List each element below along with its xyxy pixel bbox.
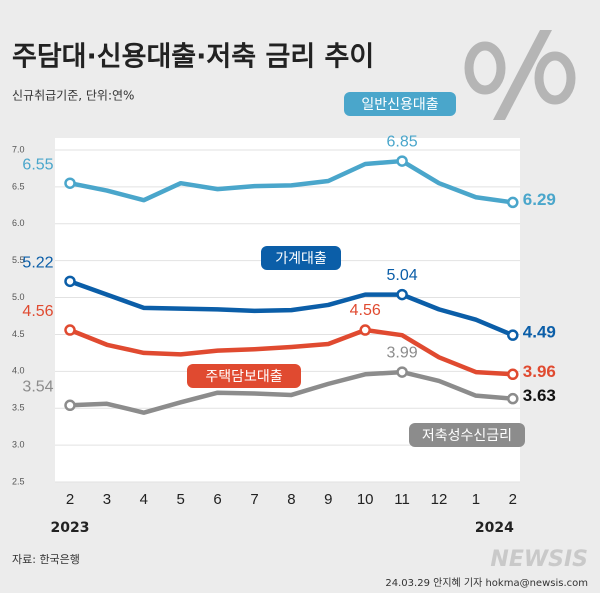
series-name: 가계대출 xyxy=(275,251,327,267)
series-name-box xyxy=(261,246,341,270)
x-tick-label: 11 xyxy=(394,491,410,508)
y-tick-label: 3.0 xyxy=(12,439,25,449)
x-tick-label: 4 xyxy=(140,491,148,508)
series-name: 저축성수신금리 xyxy=(422,428,512,444)
chart-title: 주담대·신용대출·저축 금리 추이 xyxy=(12,42,374,73)
data-label: 3.54 xyxy=(22,378,53,395)
x-tick-label: 9 xyxy=(324,491,332,508)
series-name-box xyxy=(344,92,456,116)
data-point xyxy=(507,196,519,209)
data-point xyxy=(507,329,519,341)
y-tick-label: 6.0 xyxy=(12,218,25,228)
y-tick-label: 2.5 xyxy=(12,476,25,486)
series-line xyxy=(69,327,513,377)
data-point xyxy=(396,366,408,378)
data-label: 6.85 xyxy=(387,133,418,150)
x-tick-label: 8 xyxy=(287,491,295,508)
x-tick-label: 6 xyxy=(213,491,221,508)
x-tick-label: 2 xyxy=(66,491,74,508)
x-tick-label: 12 xyxy=(431,491,448,508)
y-tick-label: 4.5 xyxy=(12,329,25,339)
y-tick-label: 7.0 xyxy=(12,144,25,154)
percent-icon xyxy=(464,30,576,120)
credit: 24.03.29 안지혜 기자 hokma@newsis.com xyxy=(385,577,588,589)
x-tick-label: 5 xyxy=(177,491,185,508)
data-point xyxy=(64,399,76,412)
series-name-box xyxy=(187,364,301,388)
series-line xyxy=(69,158,514,205)
y-tick-label: 5.5 xyxy=(12,255,25,265)
y-tick-label: 3.5 xyxy=(12,403,25,413)
series-name-box xyxy=(409,423,525,447)
data-label: 4.56 xyxy=(350,302,381,319)
data-point xyxy=(507,392,519,405)
data-label: 5.04 xyxy=(387,267,418,284)
data-point xyxy=(396,155,408,167)
data-point xyxy=(396,288,408,301)
year-label: 2024 xyxy=(475,520,514,536)
data-label: 3.99 xyxy=(387,344,418,361)
x-tick-label: 1 xyxy=(472,491,480,508)
data-point xyxy=(359,324,371,336)
x-tick-label: 10 xyxy=(357,491,374,508)
x-tick-label: 3 xyxy=(103,491,111,508)
x-tick-label: 2 xyxy=(509,491,517,508)
x-tick-label: 7 xyxy=(250,491,258,508)
data-point xyxy=(64,275,76,288)
data-label: 4.56 xyxy=(22,303,53,320)
data-label: 3.96 xyxy=(523,362,556,381)
series-name: 일반신용대출 xyxy=(361,97,438,113)
series-name: 주택담보대출 xyxy=(205,369,282,385)
y-tick-label: 5.0 xyxy=(12,292,25,302)
data-point xyxy=(64,177,76,189)
data-label: 4.49 xyxy=(523,323,556,342)
data-label: 6.29 xyxy=(523,190,556,209)
data-label: 6.55 xyxy=(22,156,53,173)
series-line xyxy=(69,279,514,338)
subtitle: 신규취급기준, 단위:연% xyxy=(12,89,134,103)
source: 자료: 한국은행 xyxy=(12,553,80,566)
data-point xyxy=(64,324,76,336)
y-tick-label: 6.5 xyxy=(12,181,25,191)
data-label: 3.63 xyxy=(523,386,556,405)
data-point xyxy=(507,368,519,381)
year-label: 2023 xyxy=(51,520,90,536)
series-line xyxy=(69,369,513,415)
logo: NEWSIS xyxy=(490,547,588,572)
y-tick-label: 4.0 xyxy=(12,366,25,376)
data-label: 5.22 xyxy=(22,255,53,272)
